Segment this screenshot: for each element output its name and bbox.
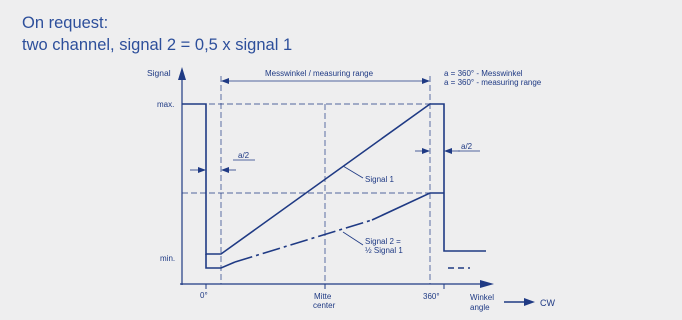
- y-axis-arrowhead: [178, 67, 186, 80]
- x-center-label-en: center: [313, 301, 336, 310]
- header: On request: two channel, signal 2 = 0,5 …: [22, 12, 292, 56]
- x-center-label-de: Mitte: [314, 292, 332, 301]
- x-axis-label-en: angle: [470, 303, 490, 312]
- x-zero-label: 0°: [200, 291, 208, 300]
- cw-label: CW: [540, 298, 555, 308]
- y-min-label: min.: [160, 254, 175, 263]
- signal-1-line: [182, 103, 486, 255]
- x-axis-arrowhead: [480, 280, 494, 288]
- signal-2-high-segment: [371, 192, 444, 221]
- x-axis-label-de: Winkel: [470, 293, 494, 302]
- half-a-left-label: a/2: [238, 151, 250, 160]
- signal-2-dashdot-line: [234, 219, 373, 263]
- signal-2-label-line-1: Signal 2 =: [365, 237, 401, 246]
- range-label: Messwinkel / measuring range: [265, 69, 374, 78]
- cw-arrowhead: [524, 298, 535, 306]
- range-arrow-right: [422, 78, 430, 84]
- signal-1-leader: [342, 165, 364, 179]
- range-arrow-left: [221, 78, 229, 84]
- x-360-label: 360°: [423, 292, 440, 301]
- signal-1-label: Signal 1: [365, 175, 394, 184]
- signal-2-leader: [342, 231, 364, 246]
- y-axis-label: Signal: [147, 68, 171, 78]
- signal-2-low-segment: [205, 254, 236, 269]
- signal-2-label-line-2: ½ Signal 1: [365, 246, 403, 255]
- y-max-label: max.: [157, 100, 174, 109]
- header-line-1: On request:: [22, 14, 109, 32]
- header-line-2: two channel, signal 2 = 0,5 x signal 1: [22, 36, 293, 54]
- angle-note-line-2: a = 360° - measuring range: [444, 78, 542, 87]
- half-a-right-label: a/2: [461, 142, 473, 151]
- angle-note-line-1: a = 360° - Messwinkel: [444, 69, 523, 78]
